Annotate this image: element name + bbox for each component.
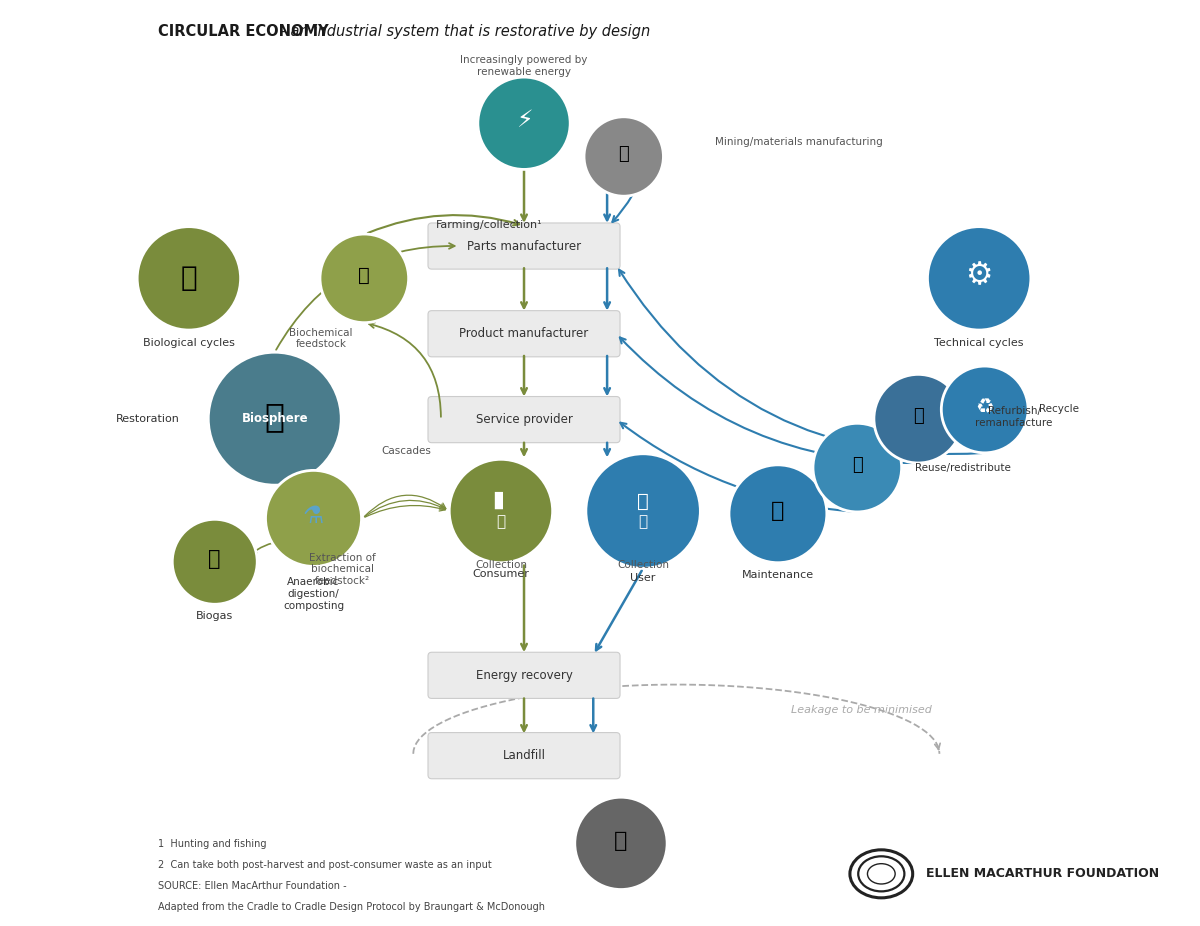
- Text: Extraction of
biochemical
feedstock²: Extraction of biochemical feedstock²: [308, 553, 376, 586]
- Text: Collection: Collection: [617, 559, 670, 569]
- Text: 🧍: 🧍: [638, 515, 648, 530]
- FancyBboxPatch shape: [428, 732, 620, 779]
- Text: ▋: ▋: [494, 491, 508, 509]
- Text: 🌍: 🌍: [265, 400, 284, 433]
- Text: 🖥: 🖥: [637, 493, 649, 511]
- Circle shape: [265, 470, 361, 567]
- FancyBboxPatch shape: [428, 652, 620, 698]
- Text: 🔧: 🔧: [772, 501, 785, 521]
- Circle shape: [941, 366, 1028, 453]
- Text: ♻: ♻: [976, 396, 994, 417]
- Text: 🧍: 🧍: [497, 515, 505, 530]
- Circle shape: [478, 77, 570, 169]
- Text: Product manufacturer: Product manufacturer: [460, 327, 589, 340]
- Text: 🌿: 🌿: [180, 264, 197, 293]
- Text: 🚛: 🚛: [614, 831, 628, 851]
- Text: Mining/materials manufacturing: Mining/materials manufacturing: [715, 137, 883, 146]
- Text: CIRCULAR ECONOMY: CIRCULAR ECONOMY: [157, 24, 328, 40]
- Text: ⚗: ⚗: [302, 504, 324, 528]
- Text: Biosphere: Biosphere: [241, 412, 308, 425]
- Circle shape: [449, 459, 553, 563]
- Text: Consumer: Consumer: [473, 569, 529, 579]
- Text: SOURCE: Ellen MacArthur Foundation -: SOURCE: Ellen MacArthur Foundation -: [157, 882, 346, 891]
- Text: Parts manufacturer: Parts manufacturer: [467, 240, 581, 253]
- Text: Maintenance: Maintenance: [742, 569, 814, 580]
- Text: 🌾: 🌾: [359, 266, 370, 285]
- Text: Adapted from the Cradle to Cradle Design Protocol by Braungart & McDonough: Adapted from the Cradle to Cradle Design…: [157, 903, 545, 912]
- Text: ⚙: ⚙: [966, 261, 992, 290]
- Text: 1  Hunting and fishing: 1 Hunting and fishing: [157, 839, 266, 849]
- Text: Collection: Collection: [475, 559, 527, 569]
- Text: 📦: 📦: [852, 456, 863, 474]
- Text: Cascades: Cascades: [382, 446, 432, 456]
- Circle shape: [320, 234, 409, 322]
- Text: Leakage to be minimised: Leakage to be minimised: [791, 706, 931, 716]
- FancyBboxPatch shape: [428, 310, 620, 357]
- FancyBboxPatch shape: [428, 223, 620, 269]
- Text: Reuse/redistribute: Reuse/redistribute: [914, 463, 1010, 472]
- Circle shape: [586, 454, 701, 569]
- Circle shape: [584, 117, 664, 196]
- Text: 2  Can take both post-harvest and post-consumer waste as an input: 2 Can take both post-harvest and post-co…: [157, 860, 491, 870]
- Text: Refurbish/
remanufacture: Refurbish/ remanufacture: [976, 406, 1052, 428]
- Text: Recycle: Recycle: [1039, 405, 1079, 415]
- Circle shape: [874, 374, 962, 463]
- Text: ⚡: ⚡: [516, 108, 533, 132]
- Text: Biological cycles: Biological cycles: [143, 338, 235, 348]
- Text: Biochemical
feedstock: Biochemical feedstock: [289, 328, 353, 349]
- Text: Technical cycles: Technical cycles: [935, 338, 1024, 348]
- Text: Farming/collection¹: Farming/collection¹: [437, 219, 542, 230]
- Text: Biogas: Biogas: [196, 611, 233, 621]
- Text: - an industrial system that is restorative by design: - an industrial system that is restorati…: [276, 24, 650, 40]
- Circle shape: [137, 227, 240, 330]
- Circle shape: [209, 352, 341, 485]
- Circle shape: [728, 465, 827, 563]
- Text: Restoration: Restoration: [116, 414, 180, 424]
- Text: Increasingly powered by
renewable energy: Increasingly powered by renewable energy: [461, 56, 588, 77]
- Text: 🏭: 🏭: [913, 407, 924, 425]
- Text: Anaerobic
digestion/
composting: Anaerobic digestion/ composting: [283, 578, 344, 611]
- Circle shape: [812, 423, 901, 512]
- Text: Landfill: Landfill: [503, 749, 546, 762]
- Text: Service provider: Service provider: [475, 413, 572, 426]
- Text: User: User: [630, 573, 656, 583]
- Text: Energy recovery: Energy recovery: [475, 669, 572, 682]
- Text: 🔥: 🔥: [209, 549, 221, 569]
- FancyBboxPatch shape: [428, 396, 620, 443]
- Circle shape: [928, 227, 1031, 330]
- Text: 🛢: 🛢: [618, 144, 629, 163]
- Text: ELLEN MACARTHUR FOUNDATION: ELLEN MACARTHUR FOUNDATION: [925, 868, 1159, 881]
- Circle shape: [575, 797, 667, 890]
- Circle shape: [173, 519, 257, 605]
